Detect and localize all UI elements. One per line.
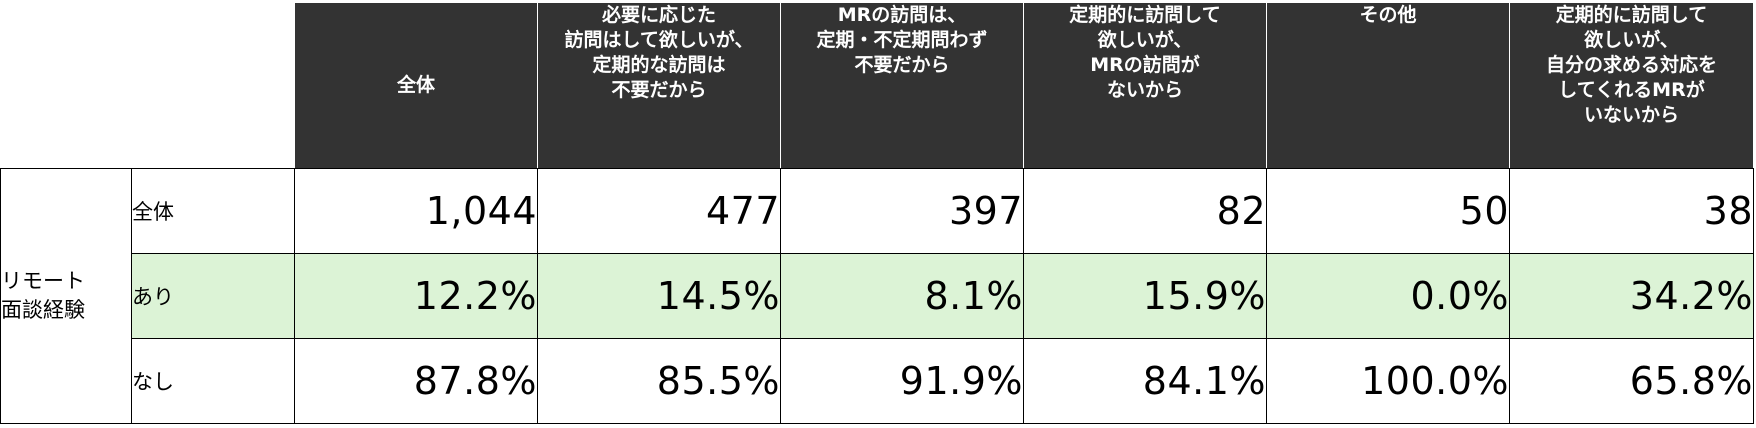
column-header: 定期的に訪問して 欲しいが、 自分の求める対応を してくれるMRが いないから [1509,2,1754,169]
column-header: 全体 [294,2,538,169]
table-row: リモート 面談経験 全体 1,044 477 397 82 50 38 [0,168,1754,424]
row-label: あり [131,253,295,339]
data-cell: 38 [1509,168,1754,254]
table-row: あり 12.2% 14.5% 8.1% 15.9% 0.0% 34.2% [1,253,1754,339]
column-header: 必要に応じた 訪問はして欲しいが、 定期的な訪問は 不要だから [537,2,781,169]
data-cell: 14.5% [537,253,781,339]
column-header: MRの訪問は、 定期・不定期問わず 不要だから [780,2,1024,169]
corner-cell [0,2,295,169]
data-cell: 15.9% [1023,253,1267,339]
data-cell: 12.2% [294,253,538,339]
column-header: その他 [1266,2,1510,169]
data-cell: 0.0% [1266,253,1510,339]
data-cell: 8.1% [780,253,1024,339]
data-cell: 85.5% [537,338,781,424]
data-cell: 91.9% [780,338,1024,424]
data-cell: 100.0% [1266,338,1510,424]
row-label: 全体 [131,168,295,254]
column-header: 定期的に訪問して 欲しいが、 MRの訪問が ないから [1023,2,1267,169]
data-cell: 87.8% [294,338,538,424]
data-cell: 82 [1023,168,1267,254]
data-cell: 1,044 [294,168,538,254]
header-row: 全体 必要に応じた 訪問はして欲しいが、 定期的な訪問は 不要だから MRの訪問… [0,2,1754,169]
row-group-label: リモート 面談経験 [0,168,132,424]
table-row: なし 87.8% 85.5% 91.9% 84.1% 100.0% 65.8% [1,338,1754,424]
data-cell: 397 [780,168,1024,254]
data-cell: 477 [537,168,781,254]
data-cell: 84.1% [1023,338,1267,424]
row-label: なし [131,338,295,424]
data-cell: 65.8% [1509,338,1754,424]
data-cell: 34.2% [1509,253,1754,339]
data-cell: 50 [1266,168,1510,254]
